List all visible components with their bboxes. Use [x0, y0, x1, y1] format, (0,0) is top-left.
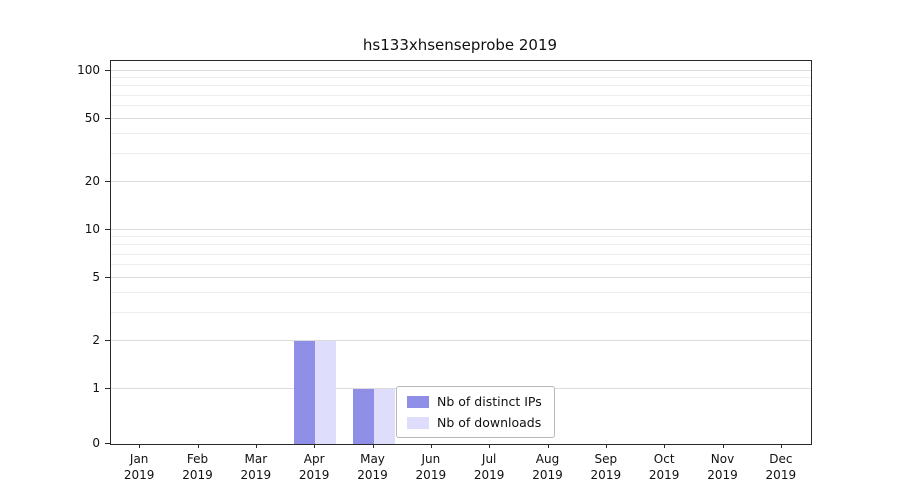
x-tick-mark	[605, 444, 607, 448]
x-tick-month: Mar	[244, 452, 268, 466]
legend-label-downloads: Nb of downloads	[437, 415, 542, 430]
x-tick-label: Apr 2019	[284, 451, 344, 483]
x-tick-mark	[197, 444, 199, 448]
y-tick-mark	[105, 276, 110, 278]
x-tick-mark	[664, 444, 666, 448]
x-tick-month: Feb	[186, 452, 209, 466]
legend-entry-downloads: Nb of downloads	[407, 415, 542, 430]
x-tick-month: Aug	[535, 452, 560, 466]
major-gridline	[111, 276, 811, 278]
y-tick-label: 10	[84, 222, 100, 236]
bar-distinct-ips	[352, 389, 374, 444]
x-tick-label: Aug 2019	[518, 451, 578, 483]
y-tick-label: 100	[77, 63, 100, 77]
x-tick-month: Apr	[303, 452, 325, 466]
y-tick-label: 1	[92, 381, 100, 395]
legend-label-distinct-ips: Nb of distinct IPs	[437, 394, 542, 409]
x-tick-year: 2019	[298, 468, 330, 482]
legend-entry-distinct-ips: Nb of distinct IPs	[407, 394, 542, 409]
minor-gridline	[111, 236, 811, 238]
y-tick-mark	[105, 388, 110, 389]
x-tick-mark	[255, 444, 257, 448]
x-tick-month: May	[360, 452, 385, 466]
x-tick-mark	[780, 444, 782, 448]
x-tick-label: Sep 2019	[576, 451, 636, 483]
y-tick-label: 2	[92, 333, 100, 348]
y-tick-mark	[105, 117, 110, 119]
y-tick-mark	[105, 340, 110, 342]
y-tick-label: 20	[84, 174, 100, 189]
x-tick-month: Jun	[421, 452, 441, 466]
x-tick-label: Dec 2019	[751, 451, 811, 483]
major-gridline	[111, 181, 811, 183]
x-tick-month: Jul	[481, 452, 497, 466]
x-tick-month: Sep	[594, 452, 618, 466]
y-tick-mark	[105, 443, 110, 444]
x-tick-label: May 2019	[343, 451, 403, 483]
x-tick-label: Jun 2019	[401, 451, 461, 483]
x-tick-label: Feb 2019	[168, 451, 228, 483]
minor-gridline	[111, 292, 811, 294]
y-tick-label: 50	[84, 110, 100, 125]
x-tick-month: Dec	[769, 452, 793, 466]
x-tick-label: Nov 2019	[693, 451, 753, 483]
x-tick-mark	[722, 444, 724, 448]
minor-gridline	[111, 264, 811, 266]
x-tick-mark	[314, 444, 316, 448]
minor-gridline	[111, 244, 811, 246]
y-tick-label: 5	[92, 269, 100, 284]
plot-area: Nb of distinct IPs Nb of downloads	[110, 60, 812, 445]
minor-gridline	[111, 312, 811, 314]
major-gridline	[111, 117, 811, 119]
x-tick-month: Jan	[129, 452, 149, 466]
major-gridline	[111, 340, 811, 342]
x-tick-year: 2019	[240, 468, 272, 482]
major-gridline	[111, 70, 811, 71]
x-tick-label: Jul 2019	[459, 451, 519, 483]
minor-gridline	[111, 105, 811, 107]
x-tick-label: Jan 2019	[109, 451, 169, 483]
x-tick-mark	[372, 444, 374, 448]
x-tick-mark	[547, 444, 549, 448]
legend: Nb of distinct IPs Nb of downloads	[396, 386, 555, 438]
bar-distinct-ips	[294, 341, 316, 444]
x-tick-year: 2019	[123, 468, 155, 482]
y-tick-mark	[105, 181, 110, 183]
x-tick-mark	[489, 444, 491, 448]
y-tick-mark	[105, 70, 110, 71]
x-tick-year: 2019	[707, 468, 738, 482]
x-tick-month: Nov	[710, 452, 735, 466]
minor-gridline	[111, 77, 811, 79]
x-tick-year: 2019	[473, 468, 505, 482]
bar-downloads	[315, 341, 337, 444]
chart-title: hs133xhsenseprobe 2019	[362, 36, 558, 54]
x-tick-year: 2019	[648, 468, 680, 482]
bar-downloads	[373, 389, 395, 444]
y-tick-label: 0	[92, 436, 100, 450]
minor-gridline	[111, 133, 811, 135]
legend-swatch-downloads	[407, 416, 429, 429]
x-tick-label: Mar 2019	[226, 451, 286, 483]
y-tick-mark	[105, 229, 110, 230]
x-tick-year: 2019	[357, 468, 388, 482]
x-tick-year: 2019	[415, 468, 447, 482]
minor-gridline	[111, 85, 811, 87]
legend-swatch-distinct-ips	[407, 395, 429, 408]
x-tick-label: Oct 2019	[634, 451, 694, 483]
x-tick-year: 2019	[590, 468, 622, 482]
x-tick-mark	[139, 444, 141, 448]
minor-gridline	[111, 94, 811, 96]
minor-gridline	[111, 153, 811, 155]
x-tick-year: 2019	[182, 468, 213, 482]
x-tick-month: Oct	[653, 452, 675, 466]
minor-gridline	[111, 253, 811, 255]
x-tick-year: 2019	[765, 468, 797, 482]
x-tick-mark	[430, 444, 432, 448]
x-tick-year: 2019	[532, 468, 563, 482]
major-gridline	[111, 229, 811, 230]
